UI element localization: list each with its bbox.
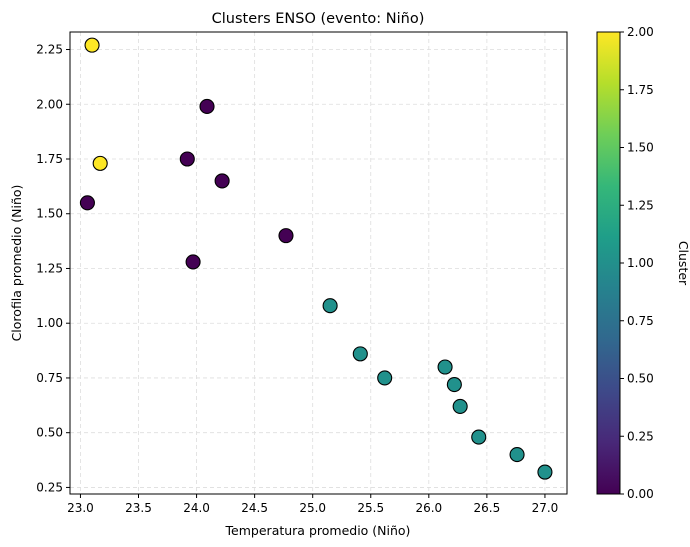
x-tick-label: 26.5 bbox=[474, 501, 501, 515]
data-point bbox=[446, 376, 462, 393]
x-axis-label: Temperatura promedio (Niño) bbox=[225, 523, 411, 538]
data-point bbox=[452, 398, 468, 414]
data-point bbox=[278, 228, 294, 244]
data-point bbox=[352, 346, 368, 362]
grid bbox=[70, 32, 567, 494]
data-points bbox=[79, 37, 553, 480]
colorbar-label: Cluster bbox=[676, 241, 690, 286]
data-point bbox=[214, 173, 230, 189]
colorbar-tick-label: 2.00 bbox=[627, 25, 654, 39]
y-tick-label: 0.25 bbox=[36, 480, 63, 494]
y-tick-label: 1.00 bbox=[36, 316, 63, 330]
data-point bbox=[437, 359, 453, 375]
plot-frame bbox=[69, 31, 568, 495]
data-point bbox=[84, 37, 100, 53]
x-axis-ticks: 23.0 23.5 24.0 24.5 25.0 25.5 26.0 26.5 27.0 bbox=[67, 494, 558, 515]
x-tick-label: 23.5 bbox=[125, 501, 152, 515]
colorbar-tick-label: 1.75 bbox=[627, 83, 654, 97]
y-tick-label: 2.25 bbox=[36, 43, 63, 57]
data-point bbox=[185, 254, 201, 270]
data-point bbox=[322, 298, 338, 314]
colorbar-tick-label: 0.00 bbox=[627, 487, 654, 501]
x-tick-label: 24.0 bbox=[183, 501, 210, 515]
y-tick-label: 0.50 bbox=[36, 426, 63, 440]
data-point bbox=[537, 464, 553, 480]
colorbar-tick-label: 1.25 bbox=[627, 198, 654, 212]
x-tick-label: 25.0 bbox=[299, 501, 326, 515]
colorbar bbox=[596, 31, 621, 495]
x-tick-label: 26.0 bbox=[415, 501, 442, 515]
data-point bbox=[471, 429, 487, 445]
y-axis-label: Clorofila promedio (Niño) bbox=[9, 185, 24, 342]
y-tick-label: 1.75 bbox=[36, 152, 63, 166]
data-point bbox=[79, 195, 95, 211]
data-point bbox=[377, 370, 393, 386]
y-tick-label: 1.25 bbox=[36, 261, 63, 275]
colorbar-tick-label: 1.50 bbox=[627, 141, 654, 155]
x-tick-label: 23.0 bbox=[67, 501, 94, 515]
y-tick-label: 2.00 bbox=[36, 97, 63, 111]
x-tick-label: 24.5 bbox=[241, 501, 268, 515]
y-tick-label: 1.50 bbox=[36, 207, 63, 221]
y-axis-ticks: 0.25 0.50 0.75 1.00 1.25 1.50 1.75 2.00 2.25 bbox=[36, 43, 70, 494]
x-tick-label: 25.5 bbox=[357, 501, 384, 515]
colorbar-tick-label: 0.50 bbox=[627, 372, 654, 386]
data-point bbox=[509, 447, 525, 463]
y-tick-label: 0.75 bbox=[36, 371, 63, 385]
data-point bbox=[92, 155, 108, 171]
colorbar-tick-label: 1.00 bbox=[627, 256, 654, 270]
colorbar-tick-label: 0.25 bbox=[627, 429, 654, 443]
data-point bbox=[199, 98, 215, 114]
x-tick-label: 27.0 bbox=[532, 501, 559, 515]
chart-title: Clusters ENSO (evento: Niño) bbox=[212, 11, 425, 27]
colorbar-tick-label: 0.75 bbox=[627, 314, 654, 328]
colorbar-ticks: 0.00 0.25 0.50 0.75 1.00 1.25 1.50 1.75 2.00 bbox=[620, 25, 654, 501]
data-point bbox=[179, 151, 195, 167]
